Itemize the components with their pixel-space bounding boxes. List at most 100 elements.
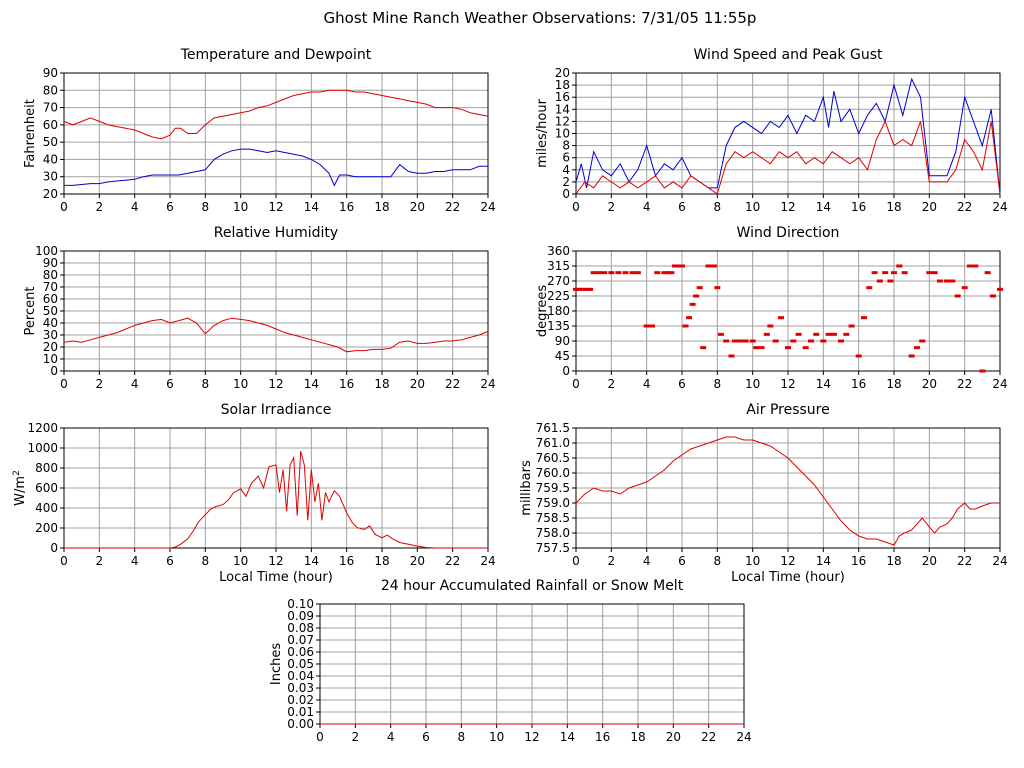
data-point [668, 271, 675, 275]
x-tick-label: 10 [745, 200, 760, 214]
data-point [790, 339, 797, 343]
data-point [843, 332, 850, 336]
data-point [710, 264, 717, 268]
data-point [767, 324, 774, 328]
data-point [648, 324, 655, 328]
data-point [866, 286, 873, 290]
x-tick-label: 8 [202, 200, 210, 214]
y-tick-label: 800 [35, 461, 58, 475]
temperature-series-line-0 [63, 89, 489, 140]
data-point [772, 339, 779, 343]
x-tick-label: 22 [445, 554, 460, 568]
data-point [732, 339, 738, 343]
x-tick-label: 10 [489, 730, 504, 744]
x-tick-label: 12 [268, 200, 283, 214]
wind-direction-title: Wind Direction [737, 225, 840, 241]
y-tick-label: 0 [50, 541, 58, 555]
data-point [926, 271, 933, 275]
x-tick-label: 10 [233, 200, 248, 214]
x-tick-label: 8 [202, 554, 210, 568]
data-point [758, 346, 765, 350]
x-tick-label: 10 [745, 554, 760, 568]
data-point [742, 339, 749, 343]
x-tick-label: 16 [595, 730, 610, 744]
y-tick-label: 20 [555, 66, 570, 80]
x-tick-label: 0 [572, 377, 580, 391]
x-tick-label: 2 [96, 200, 104, 214]
page-title: Ghost Mine Ranch Weather Observations: 7… [324, 9, 757, 27]
y-tick-label: 40 [43, 152, 58, 166]
y-axis-label-superscript: 2 [12, 470, 22, 476]
data-point [954, 294, 961, 298]
y-tick-label: 4 [562, 163, 570, 177]
wind-speed-title: Wind Speed and Peak Gust [694, 47, 883, 63]
y-tick-label: 200 [35, 521, 58, 535]
data-point [807, 339, 814, 343]
x-tick-label: 0 [316, 730, 324, 744]
y-tick-label: 0.08 [287, 621, 314, 635]
x-tick-label: 4 [643, 200, 651, 214]
x-tick-label: 22 [957, 200, 972, 214]
temperature-series-line-1 [64, 148, 488, 187]
data-point [682, 324, 689, 328]
x-tick-label: 4 [643, 554, 651, 568]
y-tick-label: 60 [43, 118, 58, 132]
data-point [749, 339, 756, 343]
y-tick-label: 40 [43, 316, 58, 330]
data-point [936, 279, 943, 283]
data-point [601, 271, 608, 275]
x-tick-label: 18 [886, 377, 901, 391]
x-tick-label: 24 [992, 377, 1007, 391]
humidity-y-axis-label: Percent [23, 287, 38, 336]
data-point [860, 316, 867, 320]
x-tick-label: 12 [524, 730, 539, 744]
x-tick-label: 24 [480, 377, 495, 391]
data-point [830, 332, 837, 336]
data-point [825, 332, 832, 336]
y-tick-label: 760.5 [536, 451, 570, 465]
data-point [679, 264, 685, 268]
data-point [777, 316, 784, 320]
data-point [737, 339, 744, 343]
x-tick-label: 14 [816, 554, 831, 568]
y-tick-label: 225 [547, 289, 570, 303]
x-tick-label: 16 [339, 554, 354, 568]
y-tick-label: 90 [43, 256, 58, 270]
data-point [643, 324, 650, 328]
data-point [931, 271, 938, 275]
y-tick-label: 0 [50, 364, 58, 378]
x-tick-label: 24 [480, 554, 495, 568]
data-point [675, 264, 682, 268]
y-tick-label: 45 [555, 349, 570, 363]
pressure-y-axis-label: millibars [519, 460, 534, 516]
x-tick-label: 6 [678, 200, 686, 214]
x-tick-label: 2 [352, 730, 360, 744]
x-tick-label: 12 [780, 377, 795, 391]
x-tick-label: 18 [374, 377, 389, 391]
y-axis-label-text: Percent [23, 287, 38, 336]
data-point [838, 339, 844, 343]
x-tick-label: 0 [60, 200, 68, 214]
x-tick-label: 14 [304, 377, 319, 391]
y-tick-label: 758.5 [536, 511, 570, 525]
y-tick-label: 759.5 [536, 481, 570, 495]
data-point [686, 316, 693, 320]
data-point [615, 271, 622, 275]
solar-title: Solar Irradiance [221, 402, 332, 418]
data-point [595, 271, 602, 275]
x-tick-label: 0 [60, 554, 68, 568]
y-tick-label: 30 [43, 328, 58, 342]
data-point [876, 279, 883, 283]
data-point [689, 302, 696, 306]
x-tick-label: 24 [992, 200, 1007, 214]
y-tick-label: 360 [547, 244, 570, 258]
x-tick-label: 4 [643, 377, 651, 391]
data-point [728, 354, 735, 358]
x-tick-label: 0 [572, 554, 580, 568]
y-tick-label: 400 [35, 501, 58, 515]
y-axis-label-text: W/m [13, 476, 28, 506]
y-tick-label: 60 [43, 292, 58, 306]
